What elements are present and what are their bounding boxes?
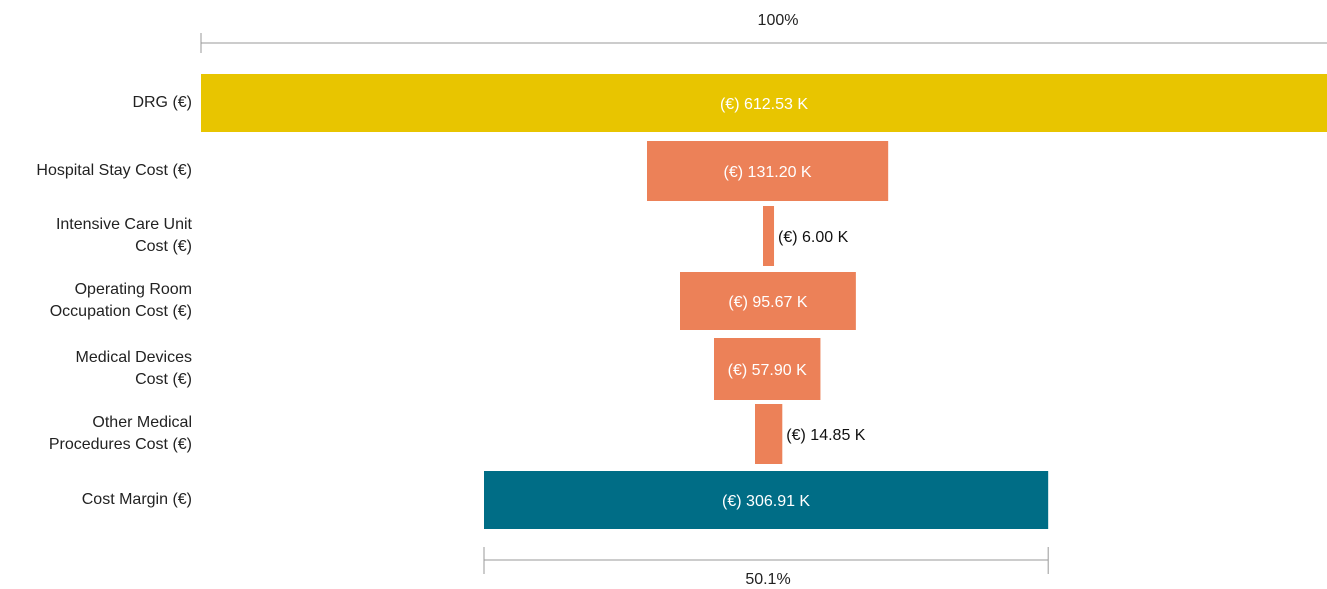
funnel-bar-5 [714,338,821,400]
funnel-bars: (€) 612.53 K (€) 131.20 K (€) 6.00 K (€) 95… [201,74,1327,529]
category-label-2: Hospital Stay Cost (€) [36,162,192,179]
value-label-4: (€) 95.67 K [728,294,807,311]
category-label-5: Medical Devices Cost (€) [75,349,192,388]
value-label-3: (€) 6.00 K [778,229,849,246]
value-label-2: (€) 131.20 K [724,164,812,181]
bottom-percent-bracket [483,547,1049,574]
value-label-1: (€) 612.53 K [720,96,808,113]
funnel-bar-4 [680,272,856,330]
funnel-bar-1 [201,74,1327,132]
value-label-5: (€) 57.90 K [728,362,807,379]
category-label-3: Intensive Care Unit Cost (€) [55,216,192,255]
top-percent-bracket [200,33,1327,53]
funnel-bar-6 [755,404,783,464]
funnel-bar-3 [763,206,775,266]
category-label-1: DRG (€) [132,94,192,111]
funnel-bar-2 [647,141,889,201]
category-label-7: Cost Margin (€) [81,491,192,508]
category-label-4: Operating Room Occupation Cost (€) [49,281,192,320]
value-label-7: (€) 306.91 K [722,493,810,510]
category-label-6: Other Medical Procedures Cost (€) [48,414,192,453]
top-percent-label: 100% [757,12,799,29]
funnel-bar-7 [484,471,1049,529]
value-label-6: (€) 14.85 K [786,427,865,444]
bottom-percent-label: 50.1% [745,571,791,588]
